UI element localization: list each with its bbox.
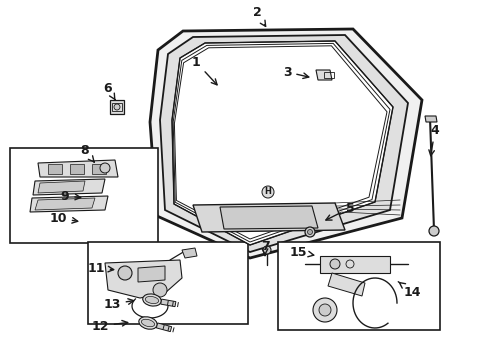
- Text: 12: 12: [91, 320, 128, 333]
- Polygon shape: [161, 299, 176, 307]
- Polygon shape: [182, 248, 197, 258]
- Polygon shape: [172, 41, 393, 245]
- Text: 6: 6: [104, 81, 115, 100]
- Circle shape: [346, 260, 354, 268]
- Circle shape: [153, 283, 167, 297]
- Text: 1: 1: [192, 55, 217, 85]
- Polygon shape: [105, 260, 182, 298]
- Bar: [88, 242, 248, 324]
- Polygon shape: [35, 198, 95, 210]
- Polygon shape: [316, 70, 332, 80]
- Text: 10: 10: [49, 211, 78, 225]
- Polygon shape: [156, 323, 172, 332]
- Polygon shape: [70, 164, 84, 174]
- Polygon shape: [328, 273, 365, 296]
- Polygon shape: [193, 203, 345, 232]
- Text: 11: 11: [87, 261, 114, 274]
- Text: 4: 4: [429, 123, 440, 156]
- Polygon shape: [38, 160, 118, 177]
- Text: H: H: [265, 188, 271, 197]
- Text: 14: 14: [398, 282, 421, 298]
- Circle shape: [308, 230, 313, 234]
- Polygon shape: [38, 181, 85, 193]
- Ellipse shape: [142, 319, 155, 327]
- Polygon shape: [30, 196, 108, 212]
- Text: 13: 13: [103, 297, 134, 310]
- Circle shape: [114, 104, 120, 110]
- Text: 3: 3: [283, 66, 309, 78]
- Ellipse shape: [145, 296, 159, 303]
- Polygon shape: [48, 164, 62, 174]
- Circle shape: [305, 227, 315, 237]
- Text: 7: 7: [261, 239, 270, 255]
- Polygon shape: [160, 35, 408, 252]
- Circle shape: [100, 163, 110, 173]
- Polygon shape: [425, 116, 437, 122]
- Polygon shape: [150, 29, 422, 258]
- Text: 8: 8: [81, 144, 94, 162]
- Polygon shape: [320, 256, 390, 273]
- Polygon shape: [33, 179, 105, 195]
- Text: 2: 2: [253, 6, 266, 26]
- Ellipse shape: [143, 294, 161, 306]
- Polygon shape: [92, 164, 106, 174]
- Text: 9: 9: [61, 189, 81, 202]
- Ellipse shape: [139, 317, 157, 329]
- Circle shape: [319, 304, 331, 316]
- Polygon shape: [138, 266, 165, 282]
- Circle shape: [262, 186, 274, 198]
- Bar: [278, 242, 440, 330]
- Bar: [10, 148, 158, 243]
- Circle shape: [330, 259, 340, 269]
- Text: 5: 5: [326, 202, 354, 220]
- Polygon shape: [110, 100, 124, 114]
- Circle shape: [263, 246, 271, 254]
- Circle shape: [429, 226, 439, 236]
- Text: 15: 15: [289, 246, 314, 258]
- Circle shape: [313, 298, 337, 322]
- Polygon shape: [220, 206, 318, 229]
- Circle shape: [118, 266, 132, 280]
